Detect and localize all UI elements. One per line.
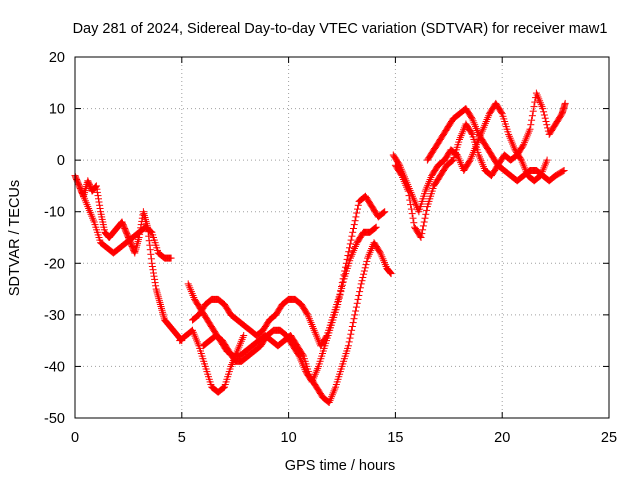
x-tick-label: 15 <box>387 430 403 446</box>
y-tick-label: 20 <box>49 50 65 66</box>
y-tick-label: 0 <box>57 153 65 169</box>
data-point <box>347 331 354 338</box>
data-point <box>363 261 370 268</box>
data-point <box>528 117 535 124</box>
data-point <box>151 273 158 280</box>
data-point <box>423 207 430 214</box>
data-point <box>362 264 369 271</box>
data-point <box>147 251 154 258</box>
chart-title: Day 281 of 2024, Sidereal Day-to-day VTE… <box>73 21 608 37</box>
data-point <box>420 222 427 229</box>
data-point <box>348 233 355 240</box>
data-point <box>349 323 356 330</box>
data-point <box>350 225 357 232</box>
data-points <box>72 90 569 406</box>
data-point <box>358 280 365 287</box>
data-point <box>421 219 428 226</box>
data-point <box>361 268 368 275</box>
data-point <box>351 315 358 322</box>
data-point <box>360 271 367 278</box>
data-point <box>359 274 366 281</box>
data-point <box>422 215 429 222</box>
data-point <box>355 296 362 303</box>
data-point <box>531 99 538 106</box>
data-point <box>543 121 550 128</box>
data-point <box>336 295 343 302</box>
data-point <box>352 213 359 220</box>
data-point <box>96 199 103 206</box>
data-point <box>353 304 360 311</box>
data-point <box>347 335 354 342</box>
data-point <box>349 229 356 236</box>
data-point <box>340 279 347 286</box>
data-point <box>348 327 355 334</box>
y-tick-label: -20 <box>44 256 65 272</box>
data-point <box>410 219 417 226</box>
y-tick-label: -10 <box>44 205 65 221</box>
data-point <box>346 338 353 345</box>
data-point <box>542 115 549 122</box>
data-point <box>409 210 416 217</box>
data-point <box>543 118 550 125</box>
data-point <box>363 258 370 265</box>
y-tick-label: 10 <box>49 102 65 118</box>
data-point <box>152 282 159 289</box>
x-tick-label: 25 <box>601 430 617 446</box>
data-point <box>337 291 344 298</box>
data-point <box>529 112 536 119</box>
data-point <box>351 311 358 318</box>
data-point <box>355 292 362 299</box>
y-tick-label: -50 <box>44 411 65 427</box>
y-tick-label: -40 <box>44 359 65 375</box>
x-tick-label: 5 <box>178 430 186 446</box>
data-point <box>540 108 547 115</box>
data-point <box>350 319 357 326</box>
data-point <box>408 206 415 213</box>
data-point <box>357 284 364 291</box>
data-point <box>352 217 359 224</box>
data-point <box>149 263 156 270</box>
data-point <box>410 215 417 222</box>
data-point <box>359 277 366 284</box>
y-tick-label: -30 <box>44 308 65 324</box>
data-point <box>541 112 548 119</box>
x-tick-label: 10 <box>281 430 297 446</box>
data-point <box>351 221 358 228</box>
data-point <box>354 300 361 307</box>
data-point <box>356 288 363 295</box>
data-point <box>353 210 360 217</box>
data-point <box>352 308 359 315</box>
x-tick-label: 0 <box>71 430 79 446</box>
x-tick-label: 20 <box>494 430 510 446</box>
data-point <box>527 121 534 128</box>
